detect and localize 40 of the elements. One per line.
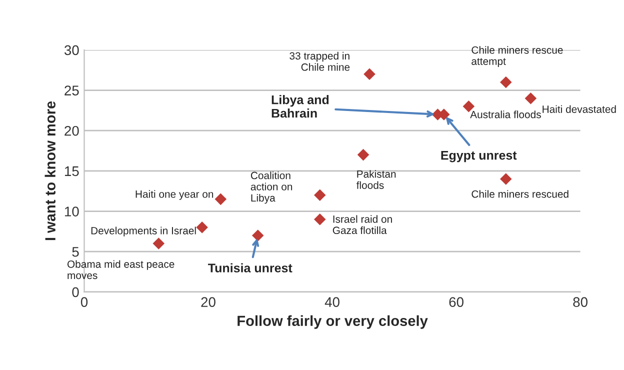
y-tick-label: 20 — [64, 126, 79, 136]
annotation: Chile miners rescue attempt — [472, 46, 563, 68]
annotation: Obama mid east peace moves — [67, 260, 174, 280]
annotation: Tunisia unrest — [208, 263, 292, 272]
point — [214, 193, 227, 206]
point — [152, 238, 165, 250]
x-tick-label: 40 — [324, 297, 340, 307]
annotation: Egypt unrest — [441, 150, 517, 162]
annotation: Australia floods — [470, 110, 541, 118]
x-axis-title: Follow fairly or very closely — [238, 315, 428, 329]
point — [500, 173, 512, 185]
y-tick-label: 15 — [64, 166, 79, 176]
point — [462, 100, 475, 112]
annotation: 33 trapped in Chile mine — [290, 52, 350, 71]
point — [314, 213, 326, 226]
x-tick-label: 0 — [80, 297, 88, 307]
x-tick-label: 20 — [201, 297, 216, 307]
y-axis-title: I want to know more — [44, 101, 56, 240]
annotation: Developments in Israel — [91, 226, 196, 236]
point — [500, 76, 512, 88]
annotation: Haiti one year on — [136, 190, 214, 200]
annotation: Pakistan floods — [356, 170, 396, 189]
point — [252, 230, 264, 242]
y-tick-label: 10 — [64, 206, 79, 216]
point — [314, 189, 326, 202]
annotation: Coalition action on Libya — [250, 172, 292, 204]
y-tick-label: 30 — [64, 45, 79, 56]
annotation: Libya and Bahrain — [272, 95, 329, 118]
x-tick-label: 60 — [449, 297, 464, 307]
point — [196, 222, 208, 234]
point — [364, 68, 376, 80]
y-tick-label: 5 — [72, 247, 79, 257]
y-tick-label: 0 — [72, 287, 79, 298]
x-tick-label: 80 — [573, 297, 588, 307]
point — [524, 92, 537, 104]
annotation: Chile miners rescued — [472, 190, 568, 198]
annotation: Israel raid on Gaza flotilla — [332, 215, 392, 234]
annotation: Haiti devastated — [542, 105, 616, 113]
point — [357, 148, 370, 161]
y-tick-label: 25 — [64, 86, 79, 96]
